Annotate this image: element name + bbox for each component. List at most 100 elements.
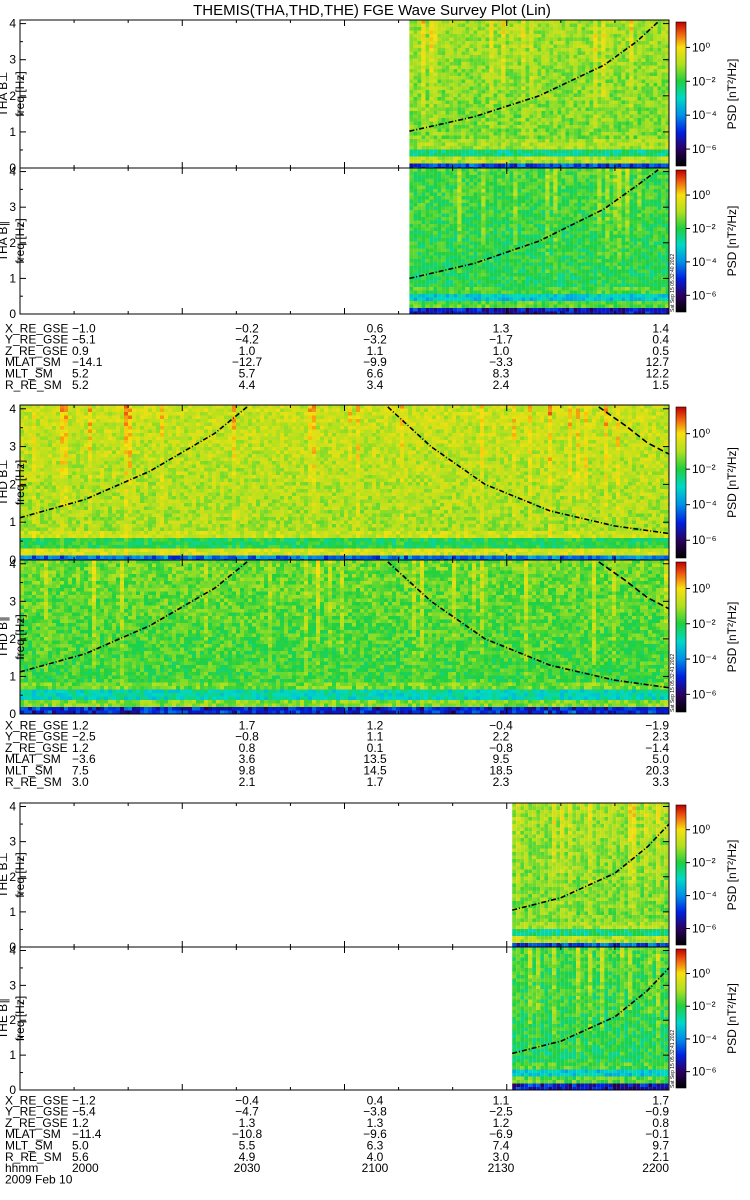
panel-ylabel: THD B⊥ bbox=[0, 459, 10, 505]
colorbar bbox=[676, 949, 686, 1088]
time-tick-label: 2100 bbox=[362, 1161, 389, 1175]
time-tick-label: 2130 bbox=[488, 1161, 515, 1175]
spectrogram-cells bbox=[512, 803, 669, 947]
ephemeris-value: 1.7 bbox=[367, 775, 384, 789]
y-tick-label: 1 bbox=[9, 1048, 16, 1062]
y-tick-label: 3 bbox=[9, 440, 16, 454]
y-tick-label: 1 bbox=[9, 905, 16, 919]
ephemeris-value: 3.3 bbox=[652, 775, 669, 789]
y-tick-label: 4 bbox=[9, 557, 16, 571]
panel-ylabel: THE B∥ bbox=[0, 998, 10, 1039]
panel-ylabel-units: freq [Hz] bbox=[13, 852, 27, 897]
spectrogram-cells bbox=[409, 168, 669, 314]
colorbar-tick-label: 10⁻⁴ bbox=[692, 1032, 717, 1046]
ephemeris-table: X_RE_GSE −1.0 −0.2 0.6 1.3 1.4Y_RE_GSE −5.1 −4.… bbox=[5, 321, 669, 392]
colorbar-label: PSD [nT²/Hz] bbox=[725, 59, 739, 130]
colorbar-tick-label: 10⁻⁶ bbox=[692, 142, 717, 156]
panel-ylabel: THA B∥ bbox=[0, 221, 10, 262]
creation-stamp: Sat Sep 15 05:32:41 2012 bbox=[670, 1030, 676, 1088]
colorbar-tick-label: 10⁻⁶ bbox=[692, 288, 717, 302]
y-tick-label: 3 bbox=[9, 53, 16, 67]
ephemeris-value: 2.3 bbox=[493, 775, 510, 789]
y-tick-label: 4 bbox=[9, 402, 16, 416]
colorbar-label: PSD [nT²/Hz] bbox=[725, 602, 739, 673]
creation-stamp: Sat Sep 15 05:32:40 2012 bbox=[670, 254, 676, 312]
y-tick-label: 1 bbox=[9, 515, 16, 529]
time-tick-label: 2000 bbox=[72, 1161, 99, 1175]
ephemeris-value: 4.4 bbox=[239, 378, 256, 392]
colorbar-tick-label: 10⁻⁴ bbox=[692, 108, 717, 122]
y-tick-label: 1 bbox=[9, 125, 16, 139]
colorbar bbox=[676, 170, 686, 312]
ephemeris-label: R_RE_SM bbox=[5, 775, 62, 789]
colorbar-tick-label: 10⁻² bbox=[692, 856, 716, 870]
y-tick-label: 4 bbox=[9, 165, 16, 179]
colorbar-tick-label: 10⁰ bbox=[692, 188, 710, 202]
time-axis-date: 2009 Feb 10 bbox=[5, 1172, 73, 1186]
colorbar-tick-label: 10⁻² bbox=[692, 74, 716, 88]
colorbar bbox=[676, 805, 686, 945]
colorbar-tick-label: 10⁻⁴ bbox=[692, 652, 717, 666]
y-tick-label: 3 bbox=[9, 978, 16, 992]
colorbar-tick-label: 10⁻⁶ bbox=[692, 533, 717, 547]
panel-ylabel-units: freq [Hz] bbox=[13, 996, 27, 1041]
colorbar-tick-label: 10⁻⁶ bbox=[692, 922, 717, 936]
ephemeris-value: 5.2 bbox=[72, 378, 89, 392]
panel-ylabel-units: freq [Hz] bbox=[13, 71, 27, 116]
colorbar-tick-label: 10⁰ bbox=[692, 427, 710, 441]
colorbar-tick-label: 10⁰ bbox=[692, 581, 710, 595]
y-tick-label: 4 bbox=[9, 17, 16, 31]
panel-ylabel: THA B⊥ bbox=[0, 71, 10, 116]
y-tick-label: 1 bbox=[9, 669, 16, 683]
ephemeris-value: 2.1 bbox=[239, 775, 256, 789]
y-tick-label: 4 bbox=[9, 943, 16, 957]
ephemeris-table: X_RE_GSE −1.2 −0.4 0.4 1.1 1.7Y_RE_GSE −5.4 −4.… bbox=[5, 1093, 669, 1164]
panel-ylabel-units: freq [Hz] bbox=[13, 218, 27, 263]
colorbar-label: PSD [nT²/Hz] bbox=[725, 840, 739, 911]
panel-ylabel-units: freq [Hz] bbox=[13, 614, 27, 659]
ephemeris-value: 1.5 bbox=[652, 378, 669, 392]
panel-ylabel: THD B∥ bbox=[0, 616, 10, 658]
colorbar-tick-label: 10⁰ bbox=[692, 967, 710, 981]
ephemeris-table: X_RE_GSE 1.2 1.7 1.2 −0.4 −1.9Y_RE_GSE −2.5 −0.… bbox=[5, 718, 669, 789]
colorbar-tick-label: 10⁰ bbox=[692, 823, 710, 837]
spectrogram-cells bbox=[20, 405, 669, 560]
ephemeris-value: 3.4 bbox=[367, 378, 384, 392]
colorbar bbox=[676, 407, 686, 558]
y-tick-label: 3 bbox=[9, 594, 16, 608]
colorbar-tick-label: 10⁻² bbox=[692, 617, 716, 631]
colorbar-tick-label: 10⁻² bbox=[692, 462, 716, 476]
spectrogram-cells bbox=[20, 560, 669, 714]
colorbar-label: PSD [nT²/Hz] bbox=[725, 206, 739, 277]
spectrogram-cells bbox=[409, 20, 669, 168]
colorbar-tick-label: 10⁻² bbox=[692, 221, 716, 235]
wave-survey-figure: THEMIS(THA,THD,THE) FGE Wave Survey Plot… bbox=[0, 0, 750, 1200]
time-tick-label: 2200 bbox=[642, 1161, 669, 1175]
colorbar bbox=[676, 562, 686, 712]
colorbar-tick-label: 10⁻² bbox=[692, 999, 716, 1013]
colorbar-label: PSD [nT²/Hz] bbox=[725, 447, 739, 518]
figure-title: THEMIS(THA,THD,THE) FGE Wave Survey Plot… bbox=[193, 2, 551, 19]
y-tick-label: 3 bbox=[9, 835, 16, 849]
colorbar-tick-label: 10⁻⁶ bbox=[692, 1065, 717, 1079]
y-tick-label: 4 bbox=[9, 800, 16, 814]
spectrogram-cells bbox=[512, 947, 669, 1090]
colorbar-tick-label: 10⁻⁶ bbox=[692, 687, 717, 701]
creation-stamp: Sat Sep 15 05:32:41 2012 bbox=[670, 654, 676, 712]
panel-ylabel-units: freq [Hz] bbox=[13, 460, 27, 505]
ephemeris-value: 3.0 bbox=[72, 775, 89, 789]
y-tick-label: 3 bbox=[9, 200, 16, 214]
colorbar-tick-label: 10⁻⁴ bbox=[692, 498, 717, 512]
y-tick-label: 1 bbox=[9, 271, 16, 285]
colorbar-label: PSD [nT²/Hz] bbox=[725, 983, 739, 1054]
colorbar-tick-label: 10⁻⁴ bbox=[692, 255, 717, 269]
ephemeris-label: R_RE_SM bbox=[5, 378, 62, 392]
colorbar-tick-label: 10⁰ bbox=[692, 40, 710, 54]
